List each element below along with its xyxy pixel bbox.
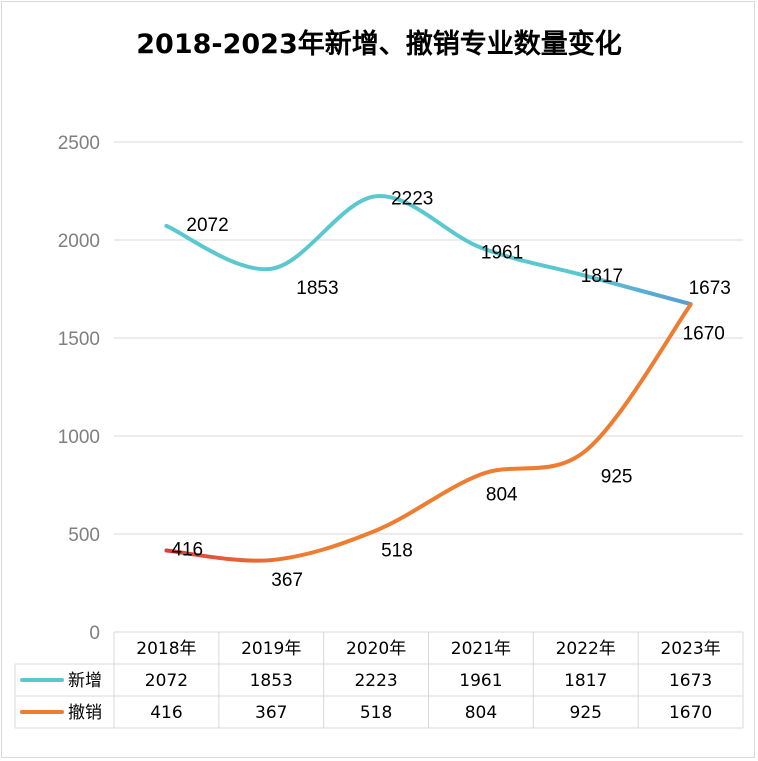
category-label: 2019年: [241, 639, 301, 659]
data-label: 2072: [186, 215, 228, 236]
data-label: 1853: [296, 278, 338, 299]
table-cell-value: 2223: [354, 671, 397, 691]
table-cell-value: 1817: [564, 671, 607, 691]
data-label: 2223: [391, 188, 433, 209]
series-line-added: [164, 194, 693, 307]
data-label: 518: [381, 540, 413, 561]
legend-series-name: 新增: [68, 671, 102, 691]
table-cell-value: 1853: [250, 671, 293, 691]
table-cell-value: 1961: [459, 671, 502, 691]
data-label: 804: [486, 484, 518, 505]
category-label: 2021年: [451, 639, 511, 659]
legend-series-name: 撤销: [68, 703, 102, 723]
category-label: 2020年: [346, 639, 406, 659]
y-tick-label: 1000: [58, 427, 100, 448]
data-label: 925: [601, 467, 633, 488]
category-label: 2023年: [660, 639, 720, 659]
table-cell-value: 2072: [145, 671, 188, 691]
category-label: 2018年: [136, 639, 196, 659]
category-label: 2022年: [556, 639, 616, 659]
y-tick-label: 1500: [58, 329, 100, 350]
data-label: 1673: [689, 278, 731, 299]
table-cell-value: 1673: [669, 671, 712, 691]
y-tick-label: 2000: [58, 231, 100, 252]
table-cell-value: 416: [150, 703, 182, 723]
data-label: 1961: [481, 243, 523, 264]
y-tick-label: 500: [68, 525, 100, 546]
table-cell-value: 367: [255, 703, 287, 723]
table-cell-value: 1670: [669, 703, 712, 723]
chart-title: 2018-2023年新增、撤销专业数量变化: [136, 29, 622, 60]
data-label: 367: [271, 570, 303, 591]
y-tick-label: 0: [89, 623, 100, 644]
table-cell-value: 518: [360, 703, 392, 723]
data-label: 416: [171, 539, 203, 560]
table-cell-value: 925: [570, 703, 602, 723]
series-line-removed: [164, 302, 693, 563]
data-label: 1817: [581, 266, 623, 287]
y-tick-label: 2500: [58, 133, 100, 154]
table-cell-value: 804: [465, 703, 497, 723]
data-label: 1670: [683, 324, 725, 345]
